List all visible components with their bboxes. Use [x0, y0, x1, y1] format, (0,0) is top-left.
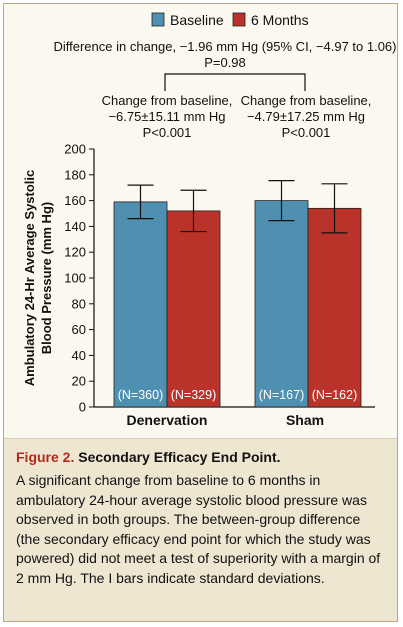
difference-p-value: P=0.98 [204, 55, 246, 70]
bar-0-1 [166, 210, 221, 408]
legend-label-1: 6 Months [251, 12, 309, 28]
change-text-0-1: −6.75±15.11 mm Hg [108, 109, 225, 124]
figure-label: Figure 2. [16, 449, 75, 465]
bar-1-1 [307, 207, 362, 408]
n-label-1-0: (N=167) [259, 388, 305, 402]
change-text-1-2: P<0.001 [282, 125, 331, 140]
chart: Baseline 6 Months Difference in change, −1… [22, 12, 397, 428]
caption-title: Figure 2. Secondary Efficacy End Point. [16, 448, 385, 466]
y-tick-label-6: 120 [64, 245, 86, 260]
y-tick-label-10: 200 [64, 142, 86, 157]
x-category-label-0: Denervation [127, 412, 208, 428]
change-text-1-0: Change from baseline, [241, 93, 372, 108]
caption-body: A significant change from baseline to 6 … [16, 472, 381, 586]
y-tick-label-8: 160 [64, 193, 86, 208]
legend-label-0: Baseline [170, 12, 224, 28]
bar-0-0 [113, 201, 168, 408]
change-text-1-1: −4.79±17.25 mm Hg [247, 109, 365, 124]
n-label-0-0: (N=360) [118, 388, 164, 402]
y-tick-label-4: 80 [72, 296, 86, 311]
y-axis-title-line-0: Ambulatory 24-Hr Average Systolic [22, 170, 37, 387]
difference-text: Difference in change, −1.96 mm Hg (95% C… [53, 39, 396, 54]
change-text-0-2: P<0.001 [143, 125, 192, 140]
bar-1-0 [254, 200, 309, 408]
change-text-0-0: Change from baseline, [102, 93, 233, 108]
caption-title-text: Secondary Efficacy End Point. [78, 449, 281, 465]
y-tick-label-1: 20 [72, 374, 86, 389]
y-tick-label-0: 0 [79, 400, 86, 415]
y-tick-label-7: 140 [64, 219, 86, 234]
y-tick-label-3: 60 [72, 322, 86, 337]
legend-swatch-0 [151, 12, 165, 27]
n-label-0-1: (N=329) [171, 388, 217, 402]
legend-swatch-1 [232, 12, 246, 27]
y-tick-label-9: 180 [64, 167, 86, 182]
figure-caption: Figure 2. Secondary Efficacy End Point. … [4, 438, 397, 621]
y-tick-label-5: 100 [64, 271, 86, 286]
n-label-1-1: (N=162) [312, 388, 358, 402]
y-tick-label-2: 40 [72, 348, 86, 363]
y-axis-title-line-1: Blood Pressure (mm Hg) [39, 202, 54, 354]
x-category-label-1: Sham [286, 412, 324, 428]
comparison-bracket [164, 73, 306, 91]
